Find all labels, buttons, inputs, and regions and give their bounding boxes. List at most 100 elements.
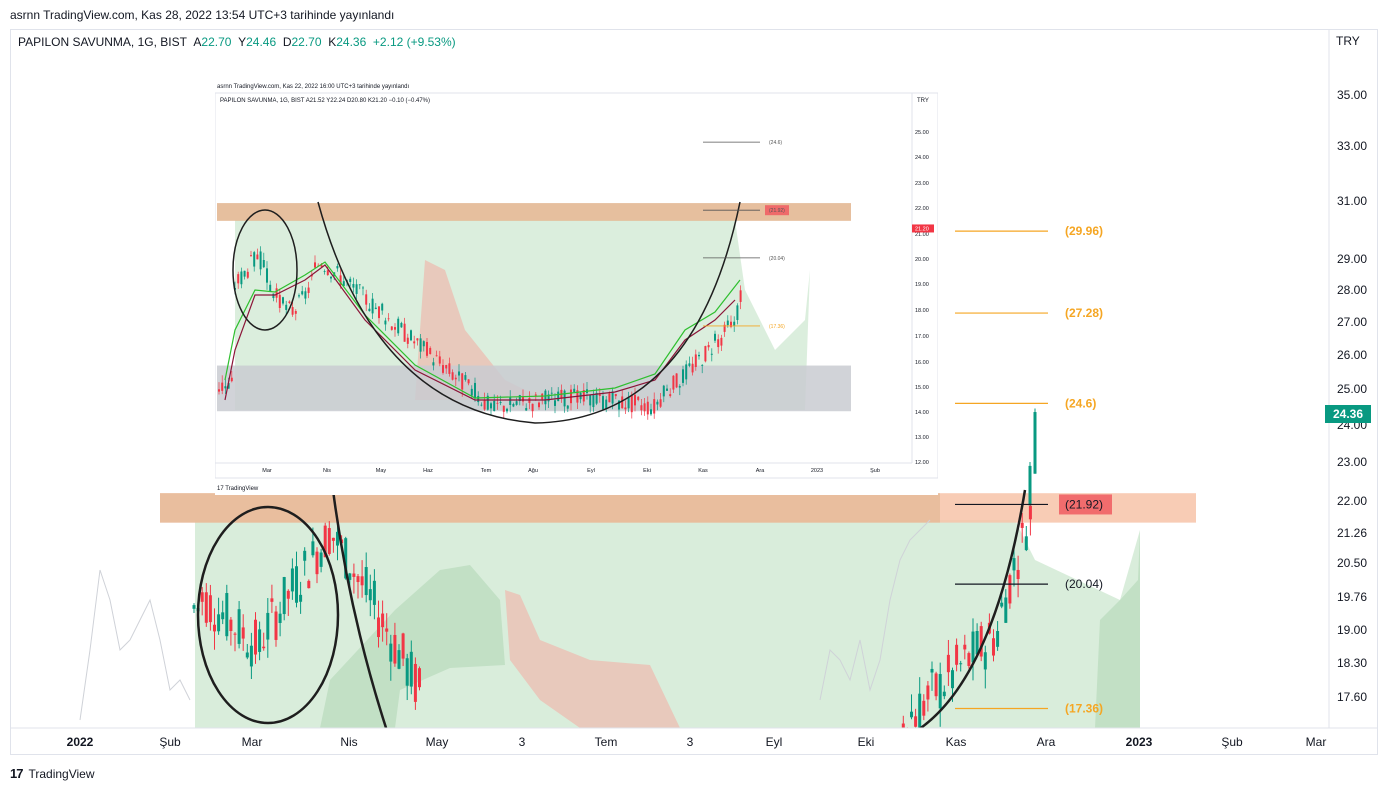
- inset-candle-body: [650, 409, 652, 415]
- inset-candle-body: [464, 375, 467, 380]
- inset-candle-body: [592, 394, 595, 408]
- level-label-box: [1059, 494, 1112, 515]
- inset-candle-body: [483, 399, 486, 410]
- zone-band-overlap: [160, 493, 940, 523]
- inset-candle-body: [566, 405, 569, 409]
- inset-candle-body: [512, 403, 515, 407]
- inset-candle-body: [253, 252, 256, 267]
- inset-candle-body: [550, 392, 553, 394]
- inset-candle-body: [323, 271, 326, 272]
- inset-candle-body: [410, 330, 412, 341]
- inset-candle-body: [413, 341, 416, 344]
- footer-brand[interactable]: 17 TradingView: [10, 766, 95, 781]
- inset-candle-body: [653, 399, 656, 414]
- chart-frame[interactable]: [10, 29, 1378, 755]
- candle-body: [360, 576, 364, 586]
- inset-candle-body: [272, 293, 275, 299]
- inset-candle-body: [378, 306, 380, 319]
- inset-candle-body: [400, 322, 403, 328]
- legend-low-label: D: [282, 35, 292, 49]
- candle-body: [385, 628, 389, 632]
- price-axis[interactable]: 35.00 33.00 31.00 29.00 28.00 27.00 26.00 25.00…: [1328, 30, 1367, 728]
- candle-body: [996, 631, 1000, 647]
- inset-candle-body: [707, 345, 710, 348]
- price-tick-label: 31.00: [1337, 194, 1367, 208]
- inset-time-tick: Kas: [698, 468, 708, 474]
- inset-candle-body: [381, 303, 384, 311]
- candle-body: [213, 624, 216, 632]
- inset-candle-body: [608, 393, 611, 403]
- candle-body: [914, 716, 918, 727]
- candle-body: [381, 613, 385, 628]
- inset-price-tick: 21.00: [915, 232, 929, 238]
- inset-candle-body: [301, 291, 304, 295]
- inset-candle-body: [666, 388, 668, 391]
- inset-candle-body: [307, 287, 310, 293]
- candle-body: [208, 595, 212, 623]
- candle-body: [249, 645, 253, 667]
- price-tick-label: 19.76: [1337, 590, 1367, 604]
- inset-candle-body: [531, 403, 534, 412]
- candle-body: [951, 670, 954, 689]
- candle-body: [286, 590, 290, 599]
- inset-price-tick: 24.00: [915, 155, 929, 161]
- candle-body: [290, 568, 294, 592]
- inset-price-tick: 19.00: [915, 282, 929, 288]
- candle-body: [983, 652, 987, 670]
- inset-time-tick: Eki: [643, 468, 651, 474]
- inset-cup-arc: [317, 201, 741, 424]
- inset-candle-body: [227, 383, 230, 389]
- inset-candle-body: [557, 391, 560, 402]
- candle-body: [299, 594, 303, 602]
- publish-caption: asrnn TradingView.com, Kas 28, 2022 13:5…: [10, 8, 395, 22]
- price-tick-label: 28.00: [1337, 283, 1367, 297]
- inset-time-tick: Tem: [481, 468, 492, 474]
- candles: [192, 408, 1037, 728]
- inset-candle-body: [637, 396, 640, 400]
- inset-candle-body: [634, 394, 636, 406]
- inset-gray-zone: [217, 365, 851, 412]
- time-axis[interactable]: 2022 Şub Mar Nis May 3 Tem 3 Eyl Eki Kas Ara 2023 Şub…: [11, 727, 1378, 749]
- candle-body: [311, 541, 315, 556]
- legend-symbol: PAPILON SAVUNMA, 1G, BIST: [18, 35, 187, 49]
- legend-change: +2.12 (+9.53%): [372, 35, 456, 49]
- inset-candle-body: [515, 401, 518, 405]
- candle-body: [967, 653, 971, 666]
- candle-body: [1028, 505, 1032, 520]
- inset-candle-body: [694, 354, 697, 368]
- inset-candle-body: [326, 270, 329, 276]
- candle-body: [368, 589, 372, 601]
- inset-candle-body: [339, 275, 342, 286]
- legend-high-label: Y: [238, 35, 247, 49]
- inset-candle-body: [390, 326, 393, 330]
- inset-price-tick: 25.00: [915, 130, 929, 136]
- candle-body: [336, 531, 339, 546]
- inset-candle-body: [682, 369, 684, 383]
- inset-candle-body: [429, 348, 432, 354]
- inset-candle-body: [291, 307, 294, 315]
- inset-candle-body: [493, 400, 496, 412]
- candle-body: [200, 592, 204, 602]
- price-tick-label: 19.00: [1337, 623, 1367, 637]
- time-tick-label: Tem: [595, 735, 618, 749]
- inset-candle-body: [662, 385, 665, 397]
- candle-body: [266, 612, 270, 640]
- inset-candle-body: [419, 338, 422, 352]
- inset-candle-body: [630, 394, 633, 413]
- candle-body: [1004, 597, 1008, 623]
- level-label: (20.04): [1065, 577, 1103, 591]
- inset-candle-body: [349, 278, 352, 283]
- level-label: (24.6): [1065, 396, 1096, 410]
- inset-candle-body: [432, 362, 435, 366]
- inset-price-tick: 12.00: [915, 460, 929, 466]
- level-label: (27.28): [1065, 306, 1103, 320]
- inset-candle-body: [675, 373, 678, 388]
- inset-candle-body: [733, 321, 736, 326]
- price-tick-label: 22.00: [1337, 494, 1367, 508]
- inset-candle-body: [611, 391, 614, 404]
- inset-candle-body: [480, 404, 483, 406]
- candle-body: [1033, 412, 1037, 474]
- inset-candle-body: [397, 318, 400, 334]
- inset-candle-body: [467, 379, 470, 384]
